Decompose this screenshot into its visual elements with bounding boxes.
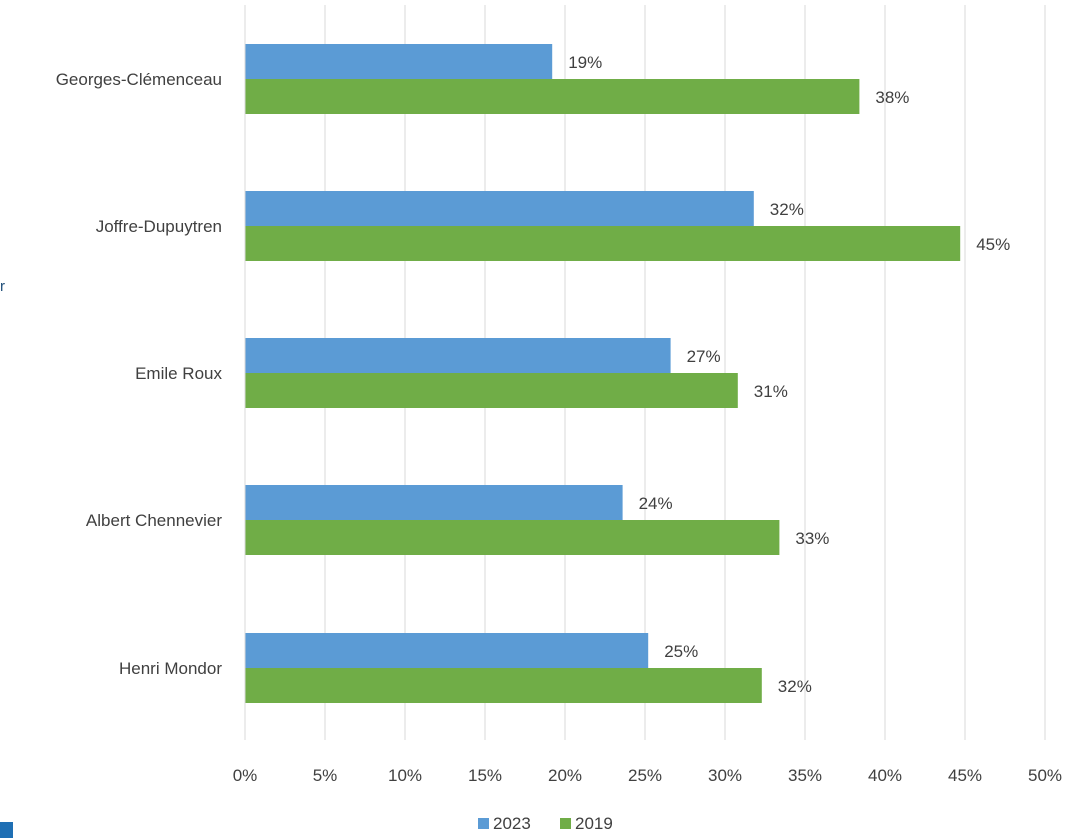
tick-label-4: 20% [548,766,582,785]
bar-2019-3 [245,520,780,555]
legend-swatch-2019 [560,818,571,829]
bar-2023-0 [245,44,553,79]
bar-2023-3 [245,485,623,520]
data-label-2023-2: 27% [687,347,721,366]
bar-2023-1 [245,191,754,226]
data-label-2023-3: 24% [639,494,673,513]
tick-label-7: 35% [788,766,822,785]
tick-label-9: 45% [948,766,982,785]
bar-2019-0 [245,79,860,114]
data-label-2019-1: 45% [976,235,1010,254]
tick-label-1: 5% [313,766,338,785]
tick-labels: 0% 5% 10% 15% 20% 25% 30% 35% 40% 45% 50% [233,766,1062,785]
category-label-0: Georges-Clémenceau [56,70,222,89]
data-label-2019-4: 32% [778,677,812,696]
bar-2023-4 [245,633,649,668]
tick-label-6: 30% [708,766,742,785]
category-label-4: Henri Mondor [119,659,222,678]
data-label-2023-1: 32% [770,200,804,219]
bars [245,44,961,703]
bar-2023-2 [245,338,671,373]
category-label-2: Emile Roux [135,364,222,383]
category-labels: Georges-Clémenceau Joffre-Dupuytren Emile … [56,70,223,678]
tick-label-0: 0% [233,766,258,785]
tick-label-2: 10% [388,766,422,785]
data-labels: 19% 38% 32% 45% 27% 31% 24% 33% 25% 32% [568,53,1010,696]
edge-marker [0,822,13,838]
tick-label-10: 50% [1028,766,1062,785]
category-label-1: Joffre-Dupuytren [96,217,222,236]
tick-label-5: 25% [628,766,662,785]
tick-label-8: 40% [868,766,902,785]
bar-2019-4 [245,668,762,703]
data-label-2019-2: 31% [754,382,788,401]
data-label-2019-3: 33% [795,529,829,548]
stray-text: r [0,278,5,295]
category-label-3: Albert Chennevier [86,511,222,530]
bar-2019-2 [245,373,738,408]
bar-2019-1 [245,226,961,261]
data-label-2019-0: 38% [875,88,909,107]
legend-swatch-2023 [478,818,489,829]
data-label-2023-4: 25% [664,642,698,661]
tick-label-3: 15% [468,766,502,785]
legend: 2023 2019 [478,814,613,833]
legend-label-2023: 2023 [493,814,531,833]
data-label-2023-0: 19% [568,53,602,72]
legend-label-2019: 2019 [575,814,613,833]
